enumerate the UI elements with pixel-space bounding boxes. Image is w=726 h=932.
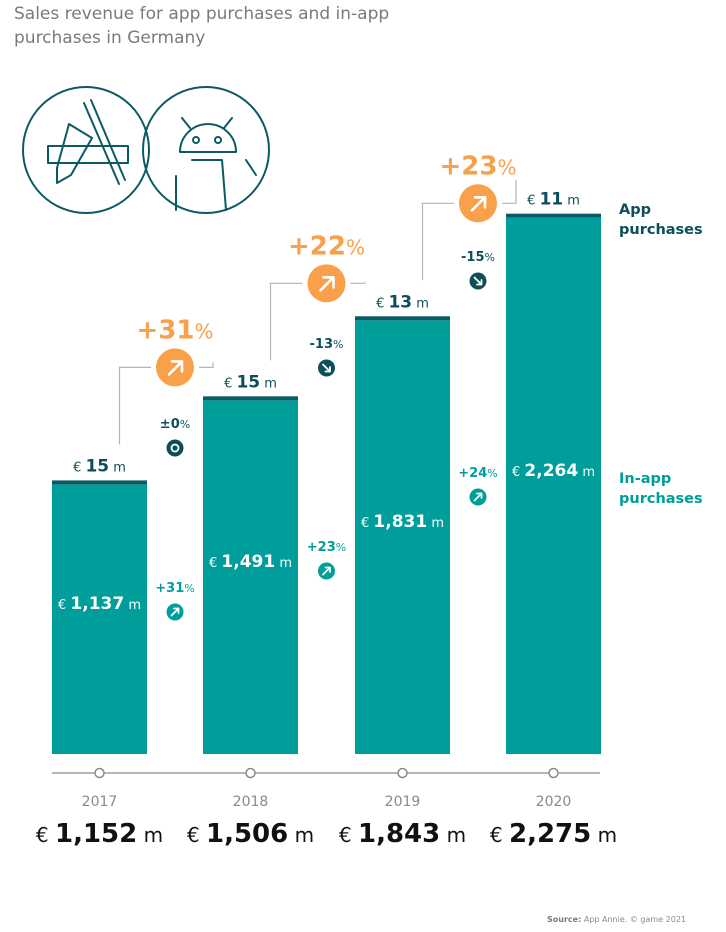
source-text: App Annie. © game 2021 [583,915,686,924]
app-value-label: € 13 m [376,292,429,312]
apple-app-store-icon [22,86,150,214]
axis-tick-marker [94,767,105,779]
total-value-label: € 1,506 m [187,819,314,849]
arrow-down-right-icon [322,363,331,373]
app-purchase-bar-2017 [52,480,147,485]
in-app-bar-2017 [52,484,147,754]
total-value-label: € 2,275 m [490,819,617,849]
total-growth-label: +23% [440,151,517,181]
app-purchase-bar-2018 [203,396,298,401]
arrow-up-right-icon [167,360,184,376]
app-purchase-bar-2019 [355,316,450,321]
app-value-label: € 15 m [73,456,126,476]
arrow-up-right-icon [470,195,487,212]
in-app-bar-2018 [203,400,298,754]
chart-title: Sales revenue for app purchases and in-a… [14,4,390,48]
source-note: Source: App Annie. © game 2021 [547,915,686,924]
growth-bracket-left [118,366,151,445]
growth-bracket-right [502,179,517,204]
axis-tick-marker [548,767,559,779]
app-growth-label: -13% [310,337,344,352]
android-robot-icon [142,86,270,214]
in-app-value-label: € 1,491 m [209,552,292,572]
app-value-label: € 15 m [224,372,277,392]
year-tick-label: 2020 [536,794,572,810]
in-app-bar-2020 [506,217,601,754]
app-value-label: € 11 m [527,190,580,210]
growth-bracket-left [269,282,303,361]
total-value-label: € 1,152 m [36,819,163,849]
total-growth-label: +31% [137,315,214,345]
icon-group [22,86,270,214]
circle-neutral-icon [170,443,180,453]
total-growth-label: +22% [288,231,365,261]
app-purchase-bar-2020 [506,213,601,218]
flat-change-badge [166,439,184,457]
in-app-growth-label: +31% [155,581,194,596]
arrow-up-right-icon [322,566,331,576]
total-value-label: € 1,843 m [339,819,466,849]
growth-bracket-left [421,202,454,281]
year-tick-label: 2017 [82,794,118,810]
in-app-value-label: € 2,264 m [512,461,595,481]
year-tick-label: 2019 [385,794,421,810]
legend-in-app-purchases: In-app purchases [619,471,703,507]
app-growth-label: ±0% [160,417,190,432]
arrow-up-right-icon [170,607,180,617]
in-app-growth-label: +23% [307,540,346,555]
legend-app-purchases: App purchases [619,202,703,238]
in-app-bar-2019 [355,320,450,754]
in-app-value-label: € 1,831 m [361,512,444,532]
arrow-down-right-icon [473,276,483,286]
in-app-growth-label: +24% [458,466,497,481]
arrow-up-right-icon [473,492,483,502]
app-growth-label: -15% [461,250,495,265]
arrow-up-right-icon [319,276,335,292]
source-label: Source: [547,915,582,924]
in-app-value-label: € 1,137 m [58,594,141,614]
axis-tick-marker [397,767,408,779]
axis-tick-marker [245,767,256,779]
year-tick-label: 2018 [233,794,269,810]
growth-bracket-right [199,362,214,368]
growth-bracket-right [350,282,366,284]
